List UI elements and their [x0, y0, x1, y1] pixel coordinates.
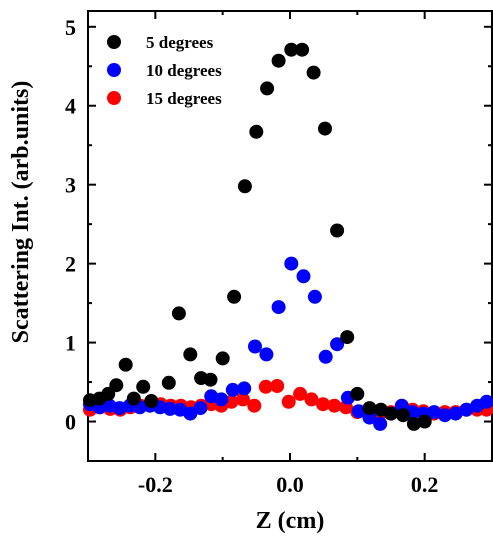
y-tick-label: 4 — [65, 94, 76, 119]
data-point — [163, 401, 178, 416]
data-point — [144, 394, 159, 408]
data-point — [271, 300, 286, 315]
data-point — [259, 347, 274, 362]
y-axis-title: Scattering Int. (arb.units) — [8, 81, 34, 344]
data-point — [327, 398, 342, 413]
data-point — [304, 392, 319, 407]
data-point — [248, 339, 262, 354]
data-point — [281, 394, 296, 409]
data-point — [350, 386, 365, 401]
axis-ticks: 0 1 2 3 4 5 -0.2 0.0 0.2 — [65, 11, 493, 497]
legend-label: 10 degrees — [146, 61, 222, 80]
legend-marker — [107, 35, 121, 49]
data-point — [406, 416, 421, 431]
data-point — [295, 42, 310, 57]
data-point — [330, 223, 345, 238]
data-point — [330, 337, 345, 352]
data-point — [296, 269, 311, 284]
data-point — [247, 398, 262, 413]
data-point — [384, 406, 398, 421]
data-point — [293, 386, 308, 401]
data-point — [362, 401, 377, 416]
data-point — [215, 351, 230, 366]
data-point — [225, 382, 240, 397]
data-point — [318, 121, 332, 136]
data-point — [126, 391, 141, 406]
data-point — [161, 375, 176, 390]
data-point — [351, 404, 366, 419]
x-tick-label: -0.2 — [138, 472, 173, 497]
data-point — [284, 42, 299, 57]
data-point — [109, 378, 124, 393]
data-point — [237, 179, 252, 194]
data-point — [318, 349, 333, 364]
y-tick-label: 2 — [65, 252, 76, 277]
legend-label: 15 degrees — [146, 89, 222, 108]
data-point — [479, 394, 493, 409]
y-tick-label: 5 — [65, 15, 76, 40]
data-point — [203, 372, 218, 387]
data-point — [307, 289, 322, 304]
data-point — [306, 65, 321, 80]
data-point — [270, 379, 285, 393]
legend-marker — [107, 91, 121, 105]
data-point — [249, 124, 264, 139]
data-point — [136, 379, 151, 394]
data-point — [448, 406, 463, 421]
x-tick-label: 0.0 — [276, 472, 304, 497]
data-point — [396, 408, 411, 423]
data-point — [271, 53, 286, 68]
data-point — [373, 416, 388, 431]
data-point — [340, 330, 355, 345]
y-tick-label: 3 — [65, 173, 76, 198]
data-point — [235, 392, 250, 407]
data-point — [214, 392, 229, 407]
data-point — [316, 397, 330, 412]
data-point — [417, 414, 432, 429]
y-tick-label: 0 — [65, 410, 76, 435]
data-point — [437, 408, 452, 423]
legend: 5 degrees 10 degrees 15 degrees — [107, 33, 222, 108]
data-point — [427, 405, 442, 420]
data-point — [237, 381, 252, 396]
legend-label: 5 degrees — [146, 33, 214, 52]
data-point — [183, 347, 198, 362]
data-point — [227, 289, 242, 304]
x-tick-label: 0.2 — [411, 472, 439, 497]
data-point — [260, 81, 275, 96]
y-tick-label: 1 — [65, 331, 76, 356]
legend-marker — [107, 63, 121, 77]
data-point — [171, 306, 186, 321]
data-point — [258, 379, 273, 394]
data-points — [83, 42, 493, 431]
data-point — [118, 357, 133, 372]
x-axis-title: Z (cm) — [256, 508, 325, 534]
data-point — [459, 402, 474, 417]
data-point — [193, 401, 208, 416]
data-point — [284, 256, 299, 271]
